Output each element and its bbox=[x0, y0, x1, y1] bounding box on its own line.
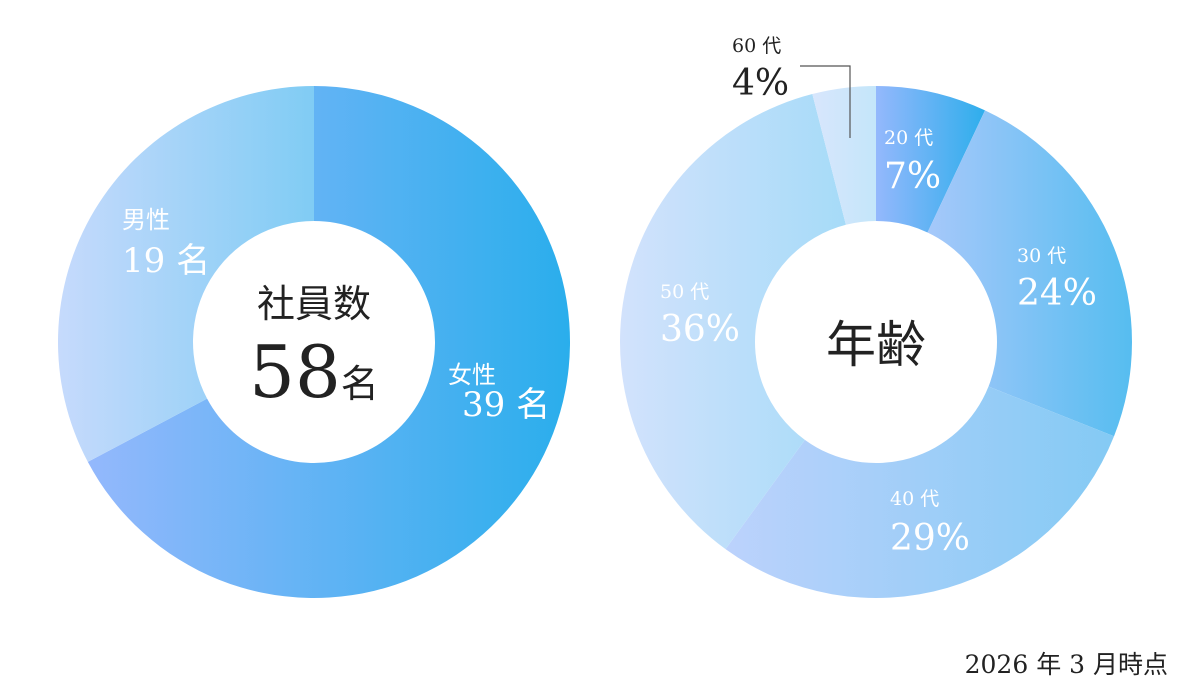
slice-label: 女性 bbox=[448, 361, 496, 389]
donut-slice bbox=[87, 86, 570, 598]
age-donut-chart: 20 代 7% 30 代 24% 40 代 29% 50 代 36% 60 代 4% 年齢 bbox=[620, 35, 1133, 599]
slice-label: 60 代 bbox=[732, 35, 781, 57]
leader-line bbox=[800, 65, 851, 138]
donut-slice bbox=[725, 386, 1115, 599]
slice-value: 7% bbox=[884, 156, 941, 197]
donut-slice bbox=[620, 94, 846, 550]
slice-label: 男性 bbox=[122, 206, 170, 234]
slice-value: 4% bbox=[732, 63, 789, 104]
donut-slice bbox=[876, 86, 985, 233]
slice-label: 50 代 bbox=[660, 281, 709, 303]
donut-slice bbox=[57, 86, 314, 462]
as-of-date-note: 2026 年 3 月時点 bbox=[964, 650, 1168, 679]
center-label: 年齢 bbox=[826, 316, 926, 374]
slice-value: 29% bbox=[890, 518, 970, 559]
slice-label: 20 代 bbox=[884, 127, 933, 149]
slice-value: 24% bbox=[1017, 273, 1097, 314]
slice-value: 19 名 bbox=[122, 241, 210, 281]
slice-value: 39 名 bbox=[462, 385, 550, 425]
slice-value: 36% bbox=[660, 309, 740, 350]
slice-label: 30 代 bbox=[1017, 245, 1066, 267]
donut-slice bbox=[927, 110, 1133, 437]
slice-label: 40 代 bbox=[890, 488, 939, 510]
center-value: 58名 bbox=[249, 330, 379, 414]
center-label: 社員数 bbox=[257, 282, 371, 326]
donut-slice bbox=[812, 86, 876, 225]
